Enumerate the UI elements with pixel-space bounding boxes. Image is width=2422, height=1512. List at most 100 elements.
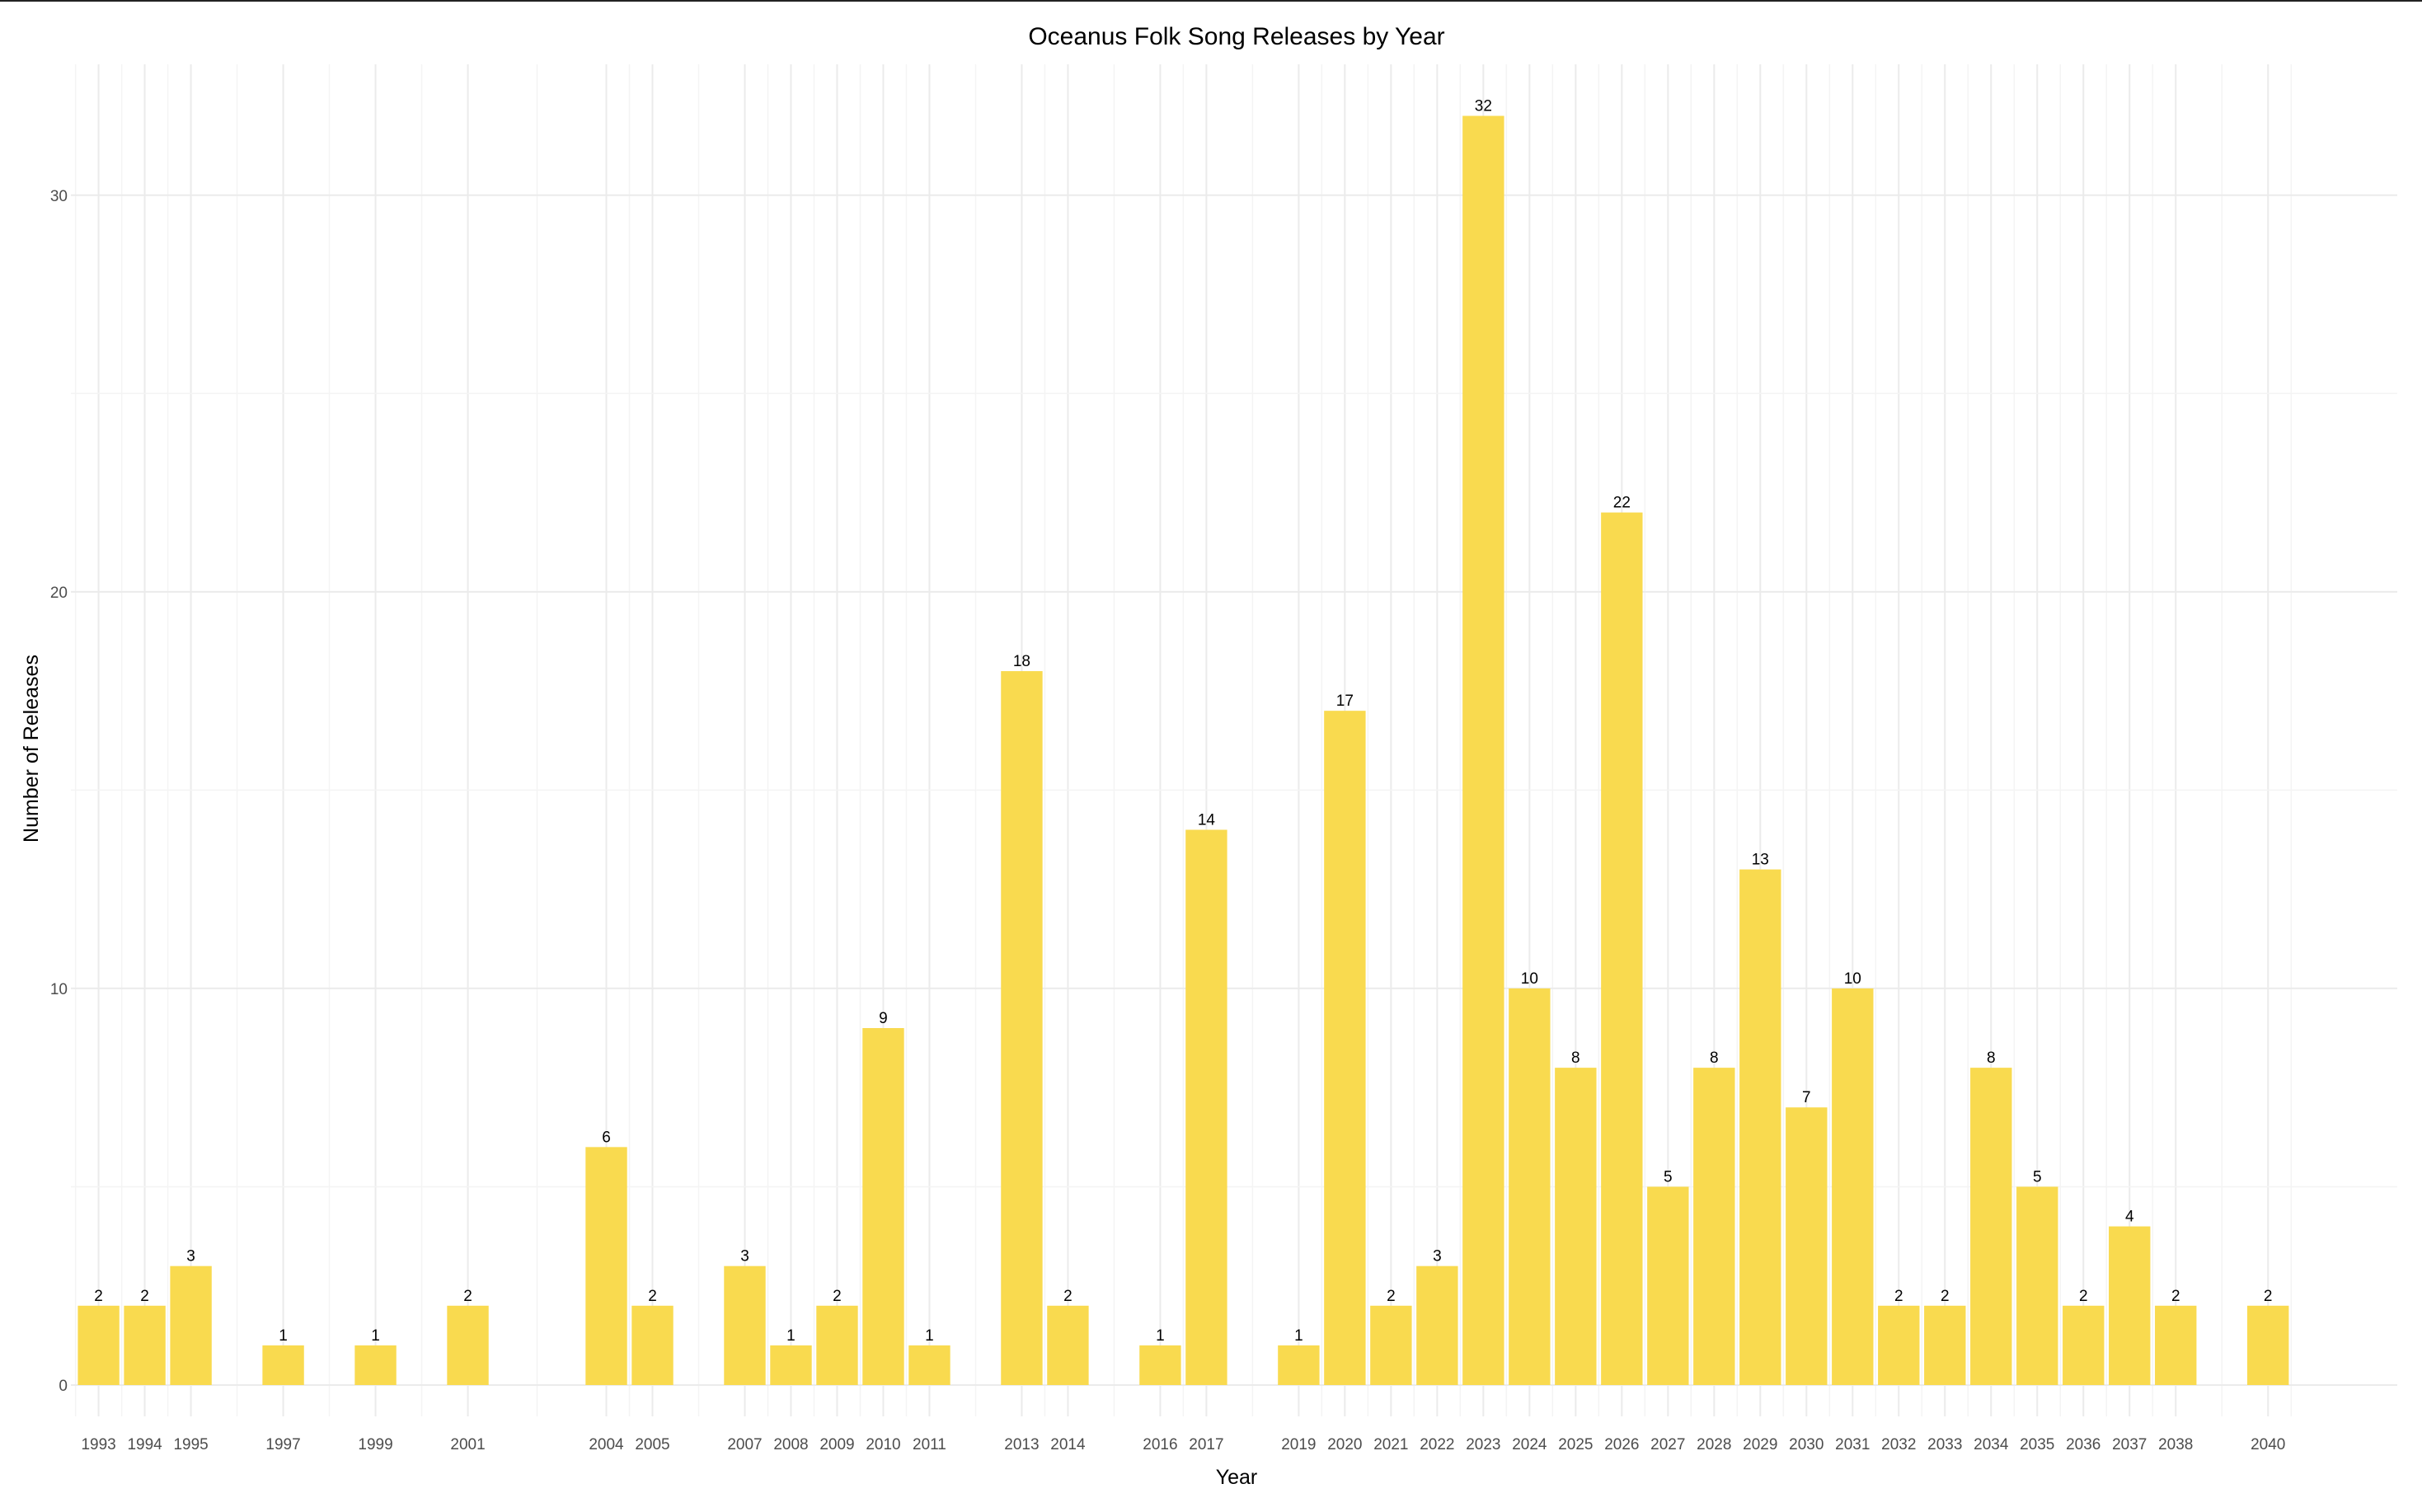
bar-value-label: 8 — [1571, 1049, 1580, 1067]
bar-value-label: 2 — [833, 1288, 842, 1305]
y-axis-label: Number of Releases — [20, 655, 43, 843]
bar — [1278, 1345, 1320, 1385]
bar — [2247, 1305, 2289, 1385]
x-tick-label: 2040 — [2251, 1436, 2285, 1453]
bar — [354, 1345, 397, 1385]
x-tick-label: 2004 — [589, 1436, 624, 1453]
chart-title: Oceanus Folk Song Releases by Year — [1028, 23, 1444, 50]
bar — [1001, 671, 1043, 1385]
bar-value-label: 5 — [1664, 1168, 1673, 1186]
bar — [1047, 1305, 1089, 1385]
bar-value-label: 1 — [1294, 1327, 1303, 1345]
bar — [1370, 1305, 1412, 1385]
x-tick-label: 2001 — [450, 1436, 485, 1453]
bar — [1601, 512, 1643, 1386]
x-tick-label: 2022 — [1420, 1436, 1454, 1453]
top-border — [0, 0, 2422, 2]
bar-value-label: 2 — [1063, 1288, 1073, 1305]
x-tick-label: 2021 — [1373, 1436, 1408, 1453]
bar-value-label: 5 — [2033, 1168, 2042, 1186]
bar-value-label: 32 — [1475, 98, 1492, 115]
bar — [2155, 1305, 2197, 1385]
x-tick-label: 2020 — [1327, 1436, 1362, 1453]
x-tick-label: 1994 — [127, 1436, 162, 1453]
bar-value-label: 1 — [786, 1327, 796, 1345]
bar-value-label: 2 — [94, 1288, 103, 1305]
x-tick-label: 1997 — [265, 1436, 300, 1453]
x-tick-label: 2023 — [1466, 1436, 1500, 1453]
bar-value-label: 10 — [1844, 970, 1861, 988]
x-axis-label: Year — [1216, 1466, 1258, 1489]
bar — [1462, 115, 1504, 1386]
bar-value-label: 9 — [879, 1010, 888, 1027]
x-tick-label: 2011 — [913, 1436, 946, 1453]
y-tick-label: 20 — [50, 585, 68, 602]
bar-value-label: 22 — [1613, 495, 1631, 512]
x-tick-label: 2016 — [1143, 1436, 1177, 1453]
bar — [124, 1305, 166, 1385]
x-tick-label: 2009 — [819, 1436, 854, 1453]
bar-value-label: 17 — [1336, 693, 1354, 710]
bar-value-label: 2 — [2171, 1288, 2180, 1305]
x-tick-label: 2036 — [2066, 1436, 2100, 1453]
x-axis-ticks: 1993 1994 1995 1997 1999 2001 2004 2005 2007 2008… — [81, 1436, 2285, 1453]
x-tick-label: 2025 — [1558, 1436, 1593, 1453]
y-tick-label: 0 — [59, 1378, 68, 1395]
bar-value-label: 2 — [1894, 1288, 1903, 1305]
bar-value-label: 7 — [1802, 1089, 1811, 1106]
bar-value-label: 13 — [1752, 852, 1769, 869]
x-tick-label: 1999 — [358, 1436, 392, 1453]
bar-value-label: 3 — [1433, 1248, 1442, 1265]
bar — [1970, 1068, 2012, 1385]
bar-value-label: 8 — [1710, 1049, 1719, 1067]
x-tick-label: 2027 — [1650, 1436, 1685, 1453]
x-tick-label: 2008 — [773, 1436, 808, 1453]
x-tick-label: 2014 — [1050, 1436, 1086, 1453]
x-tick-label: 2033 — [1927, 1436, 1962, 1453]
bar-value-label: 2 — [648, 1288, 657, 1305]
bar-value-label: 2 — [2264, 1288, 2273, 1305]
bar — [2016, 1186, 2058, 1385]
bar — [585, 1147, 627, 1385]
bar — [908, 1345, 950, 1385]
bar-value-label: 2 — [2079, 1288, 2088, 1305]
bar-value-label: 1 — [1156, 1327, 1165, 1345]
x-tick-label: 1995 — [173, 1436, 208, 1453]
bar-value-label: 3 — [186, 1248, 195, 1265]
bar-value-label: 8 — [1987, 1049, 1996, 1067]
x-tick-label: 2007 — [727, 1436, 762, 1453]
bar — [1924, 1305, 1966, 1385]
x-tick-label: 2026 — [1604, 1436, 1639, 1453]
x-tick-label: 2028 — [1697, 1436, 1731, 1453]
x-tick-label: 1993 — [81, 1436, 115, 1453]
x-tick-label: 2032 — [1881, 1436, 1916, 1453]
bar — [1185, 829, 1227, 1385]
bar — [724, 1265, 766, 1385]
x-tick-label: 2034 — [1974, 1436, 2009, 1453]
bars — [77, 115, 2289, 1386]
bar-value-label: 6 — [602, 1129, 611, 1146]
bar — [2063, 1305, 2105, 1385]
bar-value-label: 2 — [463, 1288, 472, 1305]
bar — [1647, 1186, 1689, 1385]
y-tick-label: 30 — [50, 188, 68, 205]
gridlines — [71, 64, 2397, 1416]
bar — [1509, 988, 1551, 1385]
bar — [862, 1028, 904, 1385]
bar — [1832, 988, 1874, 1385]
y-axis-ticks: 0 10 20 30 — [50, 188, 68, 1395]
bar-value-label: 3 — [740, 1248, 749, 1265]
bar — [1139, 1345, 1181, 1385]
x-tick-label: 2010 — [866, 1436, 900, 1453]
bar — [1786, 1107, 1828, 1385]
x-tick-label: 2024 — [1512, 1436, 1547, 1453]
bar — [1416, 1265, 1458, 1385]
x-tick-label: 2005 — [635, 1436, 669, 1453]
bar — [770, 1345, 812, 1385]
bar-value-label: 14 — [1198, 811, 1216, 829]
x-tick-label: 2029 — [1743, 1436, 1777, 1453]
x-tick-label: 2037 — [2112, 1436, 2147, 1453]
bar-value-label: 4 — [2125, 1209, 2134, 1226]
